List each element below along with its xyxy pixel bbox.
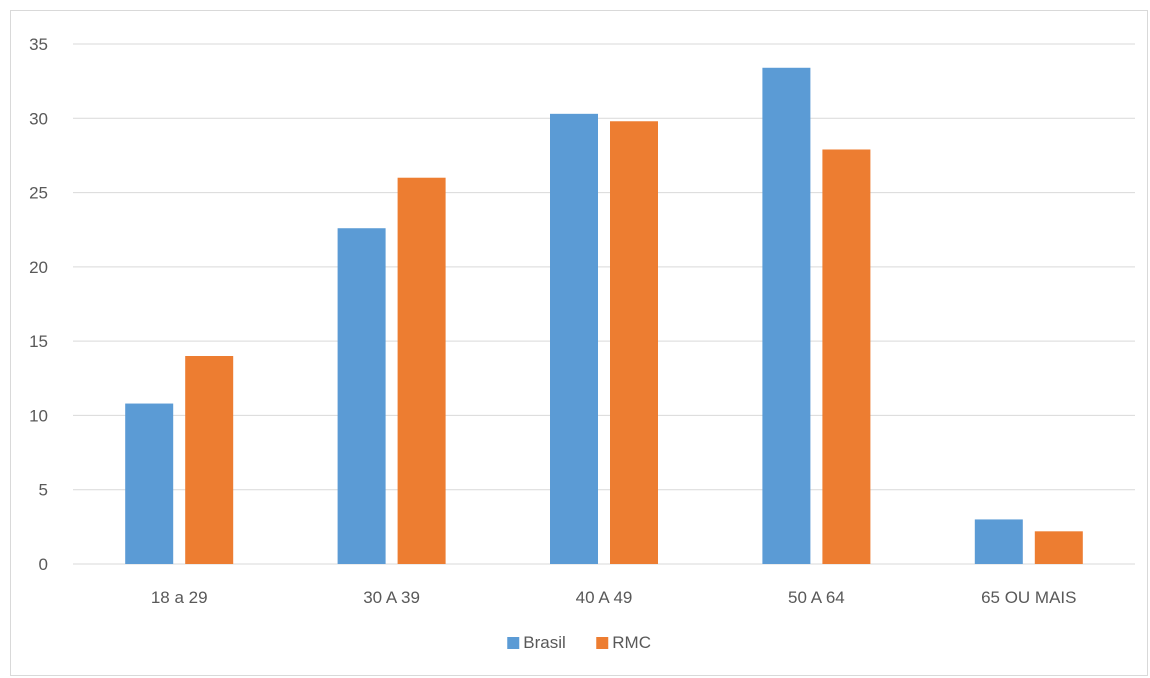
legend-swatch-rmc xyxy=(596,637,609,649)
bar-brasil-4 xyxy=(974,519,1023,564)
y-tick-label: 5 xyxy=(39,481,48,500)
bar-brasil-1 xyxy=(337,228,386,564)
legend-swatch-brasil xyxy=(507,637,520,649)
y-tick-label: 10 xyxy=(29,406,48,425)
y-axis-ticks: 0 5 10 15 20 25 30 35 xyxy=(29,35,48,574)
x-tick-label: 18 a 29 xyxy=(151,588,208,607)
bar-rmc-2 xyxy=(610,121,658,564)
legend-label-brasil: Brasil xyxy=(523,633,566,652)
bar-rmc-1 xyxy=(397,177,446,564)
x-tick-label: 40 A 49 xyxy=(576,588,633,607)
legend: Brasil RMC xyxy=(507,633,651,652)
x-tick-label: 50 A 64 xyxy=(788,588,845,607)
y-tick-label: 25 xyxy=(29,184,48,203)
x-tick-label: 30 A 39 xyxy=(363,588,420,607)
bars xyxy=(125,67,1083,565)
x-axis-ticks: 18 a 29 30 A 39 40 A 49 50 A 64 65 OU MAIS xyxy=(151,588,1077,607)
y-tick-label: 15 xyxy=(29,332,48,351)
bar-brasil-0 xyxy=(125,403,174,564)
gridlines xyxy=(73,43,1135,565)
x-tick-label: 65 OU MAIS xyxy=(981,588,1076,607)
bar-brasil-2 xyxy=(550,113,598,564)
bar-rmc-3 xyxy=(822,149,871,564)
bar-rmc-0 xyxy=(185,356,234,564)
bar-brasil-3 xyxy=(762,67,811,565)
y-tick-label: 35 xyxy=(29,35,48,54)
legend-label-rmc: RMC xyxy=(612,633,651,652)
y-tick-label: 0 xyxy=(39,555,48,574)
y-tick-label: 30 xyxy=(29,109,48,128)
y-tick-label: 20 xyxy=(29,258,48,277)
bar-rmc-4 xyxy=(1034,531,1083,564)
